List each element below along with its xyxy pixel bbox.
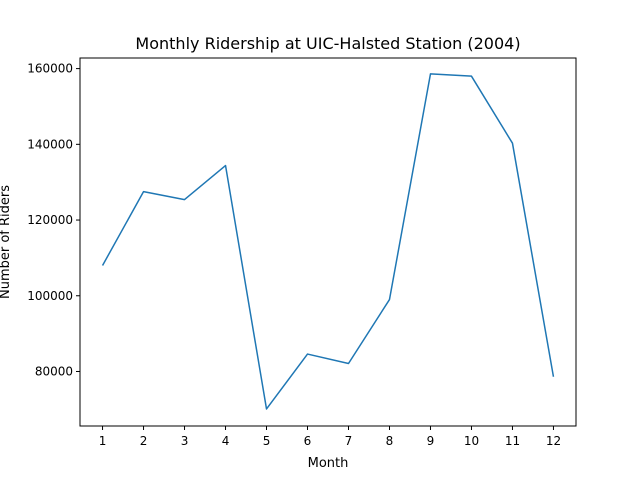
y-tick-label: 100000 [27,289,73,303]
y-tick-label: 120000 [27,213,73,227]
y-axis-label: Number of Riders [0,185,13,299]
x-tick-label: 11 [505,434,520,448]
y-tick-label: 140000 [27,137,73,151]
x-tick-label: 12 [546,434,561,448]
x-tick-label: 7 [345,434,353,448]
x-tick-label: 8 [386,434,394,448]
x-tick-label: 9 [427,434,435,448]
x-tick-label: 4 [222,434,230,448]
x-tick-label: 6 [304,434,312,448]
chart-title: Monthly Ridership at UIC-Halsted Station… [135,34,520,53]
x-tick-label: 10 [464,434,479,448]
y-axis: 80000 100000 120000 140000 160000 [27,62,80,378]
y-tick-label: 160000 [27,62,73,76]
series-line [101,73,555,410]
x-tick-label: 3 [181,434,189,448]
y-tick-label: 80000 [35,364,73,378]
x-tick-label: 1 [99,434,107,448]
plot-area [101,73,555,410]
plot-frame [79,57,577,427]
x-axis: 1 2 3 4 5 6 7 8 9 10 11 12 [99,426,561,448]
x-tick-label: 2 [140,434,148,448]
x-axis-label: Month [308,456,349,471]
x-tick-label: 5 [263,434,271,448]
